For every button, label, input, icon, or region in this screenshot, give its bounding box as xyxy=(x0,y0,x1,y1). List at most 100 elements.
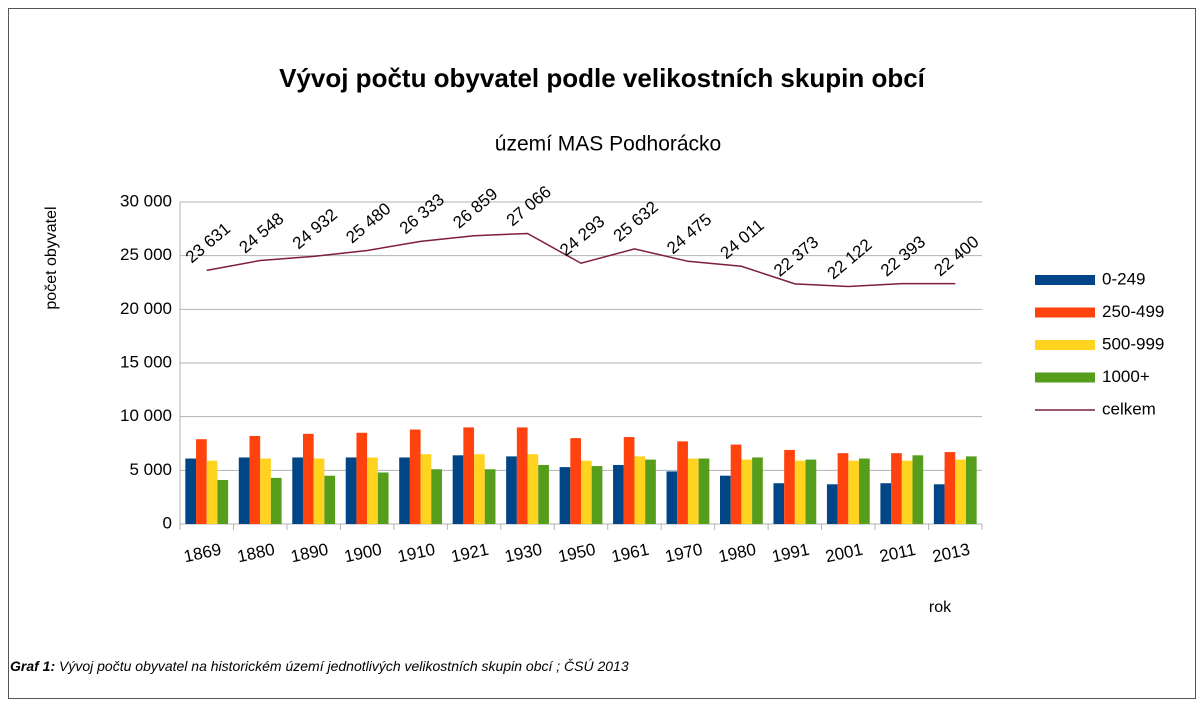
bar xyxy=(794,460,806,524)
bar xyxy=(249,435,261,524)
bar xyxy=(409,429,421,524)
legend-label: 500-999 xyxy=(1102,334,1164,353)
bar xyxy=(260,458,271,524)
y-tick-label: 5 000 xyxy=(129,460,172,479)
x-tick-label: 1970 xyxy=(663,540,704,566)
bar xyxy=(741,459,753,524)
bar xyxy=(431,469,442,524)
data-label: 24 932 xyxy=(289,205,341,253)
bar xyxy=(965,456,977,524)
bar xyxy=(345,457,357,524)
bar xyxy=(399,457,410,524)
bar xyxy=(613,464,624,524)
legend-swatch xyxy=(1035,372,1095,383)
bar xyxy=(324,475,336,524)
data-label: 27 066 xyxy=(503,182,555,230)
bar xyxy=(955,459,966,524)
data-label: 25 632 xyxy=(610,197,662,245)
x-tick-label: 1890 xyxy=(289,540,330,566)
bar xyxy=(645,459,656,524)
bar xyxy=(634,456,646,524)
bar xyxy=(356,432,368,524)
bar xyxy=(591,466,603,524)
y-tick-label: 20 000 xyxy=(120,299,172,318)
caption-label: Graf 1: xyxy=(10,658,55,674)
bar xyxy=(666,471,678,524)
bar xyxy=(570,438,581,524)
data-label: 24 293 xyxy=(556,212,608,260)
bar xyxy=(484,469,496,524)
y-tick-label: 0 xyxy=(163,513,172,532)
x-tick-label: 2013 xyxy=(931,540,972,566)
bar xyxy=(880,483,892,524)
caption-text: Vývoj počtu obyvatel na historickém územ… xyxy=(55,658,629,674)
bar xyxy=(933,484,945,524)
caption: Graf 1: Vývoj počtu obyvatel na historic… xyxy=(10,658,629,674)
bar xyxy=(912,455,924,524)
bar xyxy=(452,455,464,524)
bar xyxy=(687,458,699,524)
x-tick-label: 1950 xyxy=(556,540,597,566)
bar xyxy=(859,458,870,524)
legend-swatch xyxy=(1035,340,1095,350)
bar xyxy=(238,457,250,524)
y-tick-label: 30 000 xyxy=(120,191,172,210)
x-tick-label: 1900 xyxy=(342,540,383,566)
x-tick-label: 1980 xyxy=(717,540,758,566)
bar xyxy=(506,456,517,524)
bar xyxy=(185,458,197,524)
x-tick-label: 1921 xyxy=(449,540,490,566)
x-tick-label: 1930 xyxy=(503,540,544,566)
legend-label: celkem xyxy=(1102,399,1156,418)
data-label: 24 475 xyxy=(663,210,715,258)
x-tick-label: 1880 xyxy=(236,540,277,566)
data-label: 22 373 xyxy=(770,232,822,280)
x-tick-label: 1991 xyxy=(770,540,811,566)
bar xyxy=(730,444,742,524)
bar xyxy=(217,479,229,524)
legend-label: 1000+ xyxy=(1102,367,1150,386)
x-tick-label: 2001 xyxy=(824,540,865,566)
bar xyxy=(720,475,731,524)
y-tick-label: 25 000 xyxy=(120,245,172,264)
bar xyxy=(837,453,849,524)
bar xyxy=(527,454,539,524)
data-label: 22 122 xyxy=(824,235,876,283)
y-tick-label: 15 000 xyxy=(120,352,172,371)
bar xyxy=(313,458,325,524)
data-label: 26 333 xyxy=(396,190,448,238)
bar xyxy=(420,454,432,524)
bar xyxy=(752,457,763,524)
bar xyxy=(944,452,956,524)
x-axis-label: rok xyxy=(929,599,952,616)
bar xyxy=(559,467,571,524)
bar xyxy=(270,477,282,524)
data-label: 26 859 xyxy=(449,184,501,232)
legend-swatch xyxy=(1035,307,1095,318)
bar xyxy=(474,454,485,524)
legend-label: 0-249 xyxy=(1102,269,1145,288)
bar xyxy=(826,484,838,524)
bar xyxy=(623,437,635,524)
bar xyxy=(538,464,549,524)
bar xyxy=(206,460,218,524)
bar xyxy=(677,441,688,524)
data-label: 23 631 xyxy=(182,219,234,267)
data-label: 25 480 xyxy=(342,199,394,247)
bar xyxy=(302,433,314,524)
bar xyxy=(292,457,303,524)
x-tick-label: 1961 xyxy=(610,540,651,566)
bar xyxy=(463,427,475,524)
chart-title: Vývoj počtu obyvatel podle velikostních … xyxy=(279,63,926,93)
bar xyxy=(367,457,378,524)
bar xyxy=(784,449,795,524)
frame xyxy=(8,8,1196,699)
y-axis-label: počet obyvatel xyxy=(43,206,60,309)
legend-label: 250-499 xyxy=(1102,302,1164,321)
bar xyxy=(848,460,860,524)
x-tick-label: 2011 xyxy=(878,540,918,566)
bar xyxy=(901,460,913,524)
line xyxy=(206,232,956,288)
x-tick-label: 1910 xyxy=(396,540,437,566)
x-tick-label: 1869 xyxy=(182,540,223,566)
